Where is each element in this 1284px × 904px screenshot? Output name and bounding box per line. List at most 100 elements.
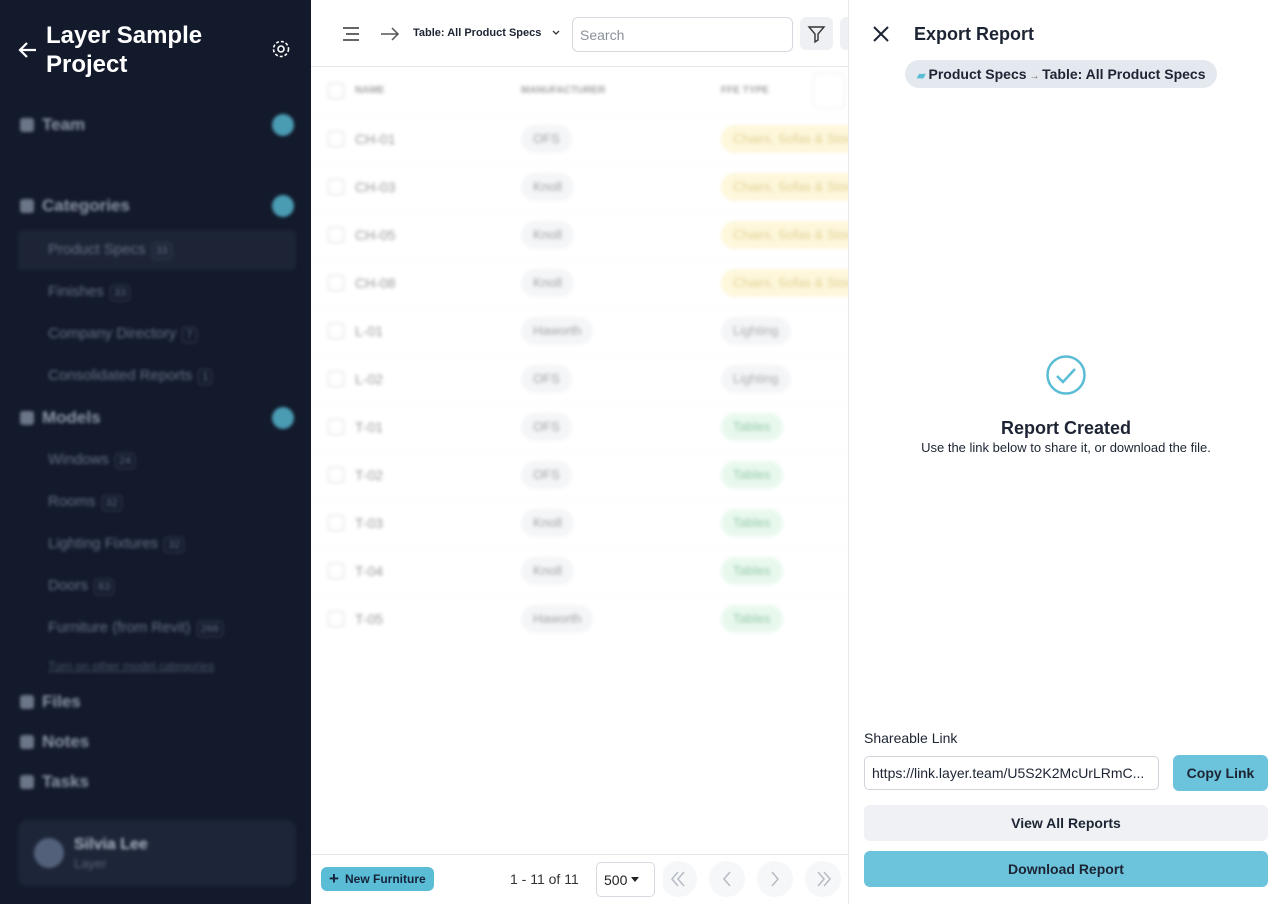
- breadcrumb-item: Table: All Product Specs: [1042, 66, 1206, 82]
- section-label[interactable]: Files: [42, 692, 81, 711]
- success-icon: [1046, 355, 1086, 395]
- settings-icon[interactable]: [271, 39, 291, 59]
- row-divider: [311, 355, 848, 356]
- sidebar-nav: Team Categories Product Specs 33 Finishes 33 C…: [0, 100, 311, 904]
- column-header: MANUFACTURER: [521, 85, 606, 96]
- cell-manufacturer: OFS: [521, 125, 572, 153]
- column-header: NAME: [355, 85, 385, 96]
- section-icon: [20, 775, 34, 789]
- nav-count: 33: [151, 243, 172, 259]
- add-badge[interactable]: [272, 114, 294, 136]
- new-furniture-button[interactable]: + New Furniture: [321, 867, 434, 891]
- view-all-button[interactable]: View All Reports: [864, 805, 1268, 841]
- link-input[interactable]: https://link.layer.team/U5S2K2McUrLRmC..…: [864, 756, 1159, 790]
- cell-type: Chairs, Sofas & Stools: [721, 173, 848, 201]
- row-check[interactable]: [328, 515, 344, 531]
- section-label[interactable]: Categories: [42, 196, 130, 215]
- cell-name: CH-03: [355, 179, 396, 195]
- nav-count: 24: [114, 453, 136, 469]
- breadcrumb[interactable]: Table: All Product Specs: [413, 27, 542, 39]
- nav-item[interactable]: Finishes 33: [48, 283, 131, 301]
- section-label[interactable]: Tasks: [42, 772, 89, 791]
- cell-manufacturer: Knoll: [521, 221, 574, 249]
- row-divider: [311, 211, 848, 212]
- sidebar: Layer Sample Project Team Categories Produ…: [0, 0, 311, 904]
- section-icon: [20, 735, 34, 749]
- nav-count: 83: [94, 579, 115, 595]
- user-card: Silvia Lee Layer: [18, 820, 296, 886]
- nav-count: 33: [109, 285, 131, 301]
- table: NAME MANUFACTURER FFE TYPE CH-01 OFS Chairs, …: [311, 68, 848, 854]
- user-org: Layer: [74, 856, 107, 871]
- row-check[interactable]: [328, 371, 344, 387]
- nav-count: 1: [198, 369, 213, 385]
- row-check[interactable]: [328, 179, 344, 195]
- panel-breadcrumb: ▰ Product Specs → Table: All Product Spe…: [905, 60, 1218, 88]
- nav-item[interactable]: Consolidated Reports 1: [48, 367, 213, 385]
- download-button[interactable]: Download Report: [864, 851, 1268, 887]
- cell-name: T-03: [355, 515, 384, 531]
- nav-item[interactable]: Windows 24: [48, 451, 136, 469]
- row-divider: [311, 163, 848, 164]
- nav-item[interactable]: Product Specs 33: [48, 241, 172, 259]
- section-label[interactable]: Notes: [42, 732, 90, 751]
- cell-name: T-02: [355, 467, 384, 483]
- add-badge[interactable]: [272, 407, 294, 429]
- row-divider: [311, 499, 848, 500]
- cell-manufacturer: Haworth: [521, 605, 594, 633]
- panel-title: Export Report: [914, 24, 1035, 44]
- row-check[interactable]: [328, 611, 344, 627]
- cell-manufacturer: Knoll: [521, 173, 574, 201]
- chevron: [552, 30, 560, 35]
- page-size-select[interactable]: 500: [596, 862, 655, 897]
- active-row: [18, 230, 296, 270]
- pagination[interactable]: [663, 861, 848, 897]
- section-icon: [20, 118, 34, 132]
- nav-label: Company Directory: [48, 325, 177, 342]
- toolbar-button[interactable]: [840, 17, 848, 50]
- nav-item[interactable]: Rooms 32: [48, 493, 122, 511]
- filter-button[interactable]: [800, 17, 833, 50]
- search-box[interactable]: Search: [572, 17, 793, 52]
- cell-type: Lighting: [721, 317, 791, 345]
- nav-item[interactable]: Company Directory 7: [48, 325, 197, 343]
- copy-link-button[interactable]: Copy Link: [1173, 755, 1268, 791]
- row-divider: [311, 403, 848, 404]
- row-check[interactable]: [328, 275, 344, 291]
- cell-manufacturer: Knoll: [521, 557, 574, 585]
- row-check[interactable]: [328, 467, 344, 483]
- new-button-label: New Furniture: [345, 872, 426, 886]
- row-check[interactable]: [328, 419, 344, 435]
- section-icon: [20, 695, 34, 709]
- section-label[interactable]: Models: [42, 408, 101, 427]
- cell-name: L-01: [355, 323, 384, 339]
- nav-label: Product Specs: [48, 241, 146, 258]
- nav-link[interactable]: Turn on other model categories: [48, 659, 215, 673]
- nav-item[interactable]: Lighting Fixtures 32: [48, 535, 185, 553]
- cell-type: Tables: [721, 461, 783, 489]
- cell-name: CH-05: [355, 227, 396, 243]
- main-area: Table: All Product Specs Search NAME MANU…: [311, 0, 848, 904]
- nav-item[interactable]: Furniture (from Revit) 266: [48, 619, 223, 637]
- cell-name: CH-01: [355, 131, 396, 147]
- export-panel: Export Report ▰ Product Specs → Table: A…: [848, 0, 1284, 904]
- row-check[interactable]: [328, 323, 344, 339]
- cell-manufacturer: OFS: [521, 365, 572, 393]
- add-column: [813, 73, 845, 109]
- cell-type: Tables: [721, 605, 783, 633]
- nav-item[interactable]: Doors 83: [48, 577, 115, 595]
- back-icon[interactable]: [16, 38, 40, 62]
- user-name: Silvia Lee: [74, 836, 148, 853]
- row-check[interactable]: [328, 131, 344, 147]
- close-icon[interactable]: [871, 24, 891, 44]
- cell-name: T-04: [355, 563, 384, 579]
- row-check[interactable]: [328, 227, 344, 243]
- cell-type: Chairs, Sofas & Stools: [721, 221, 848, 249]
- row-check[interactable]: [328, 563, 344, 579]
- row-divider: [311, 307, 848, 308]
- cell-manufacturer: Haworth: [521, 317, 594, 345]
- menu-icon[interactable]: [341, 25, 361, 43]
- nav-label: Consolidated Reports: [48, 367, 193, 384]
- section-label[interactable]: Team: [42, 115, 86, 134]
- add-badge[interactable]: [272, 195, 294, 217]
